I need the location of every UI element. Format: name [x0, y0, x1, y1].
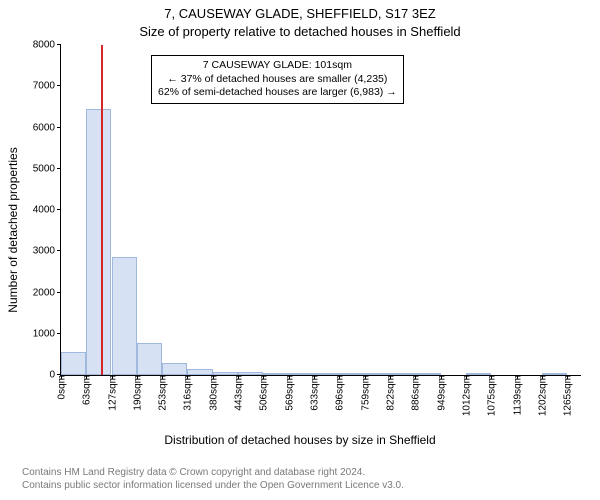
histogram-bar [61, 352, 86, 375]
xtick-label: 696sqm [333, 375, 346, 411]
xtick-label: 443sqm [232, 375, 245, 411]
footer-line: Contains HM Land Registry data © Crown c… [22, 466, 404, 479]
xtick-label: 190sqm [131, 375, 144, 411]
ytick-label: 2000 [15, 287, 61, 298]
annotation-line: ← 37% of detached houses are smaller (4,… [158, 73, 397, 87]
histogram-bar [86, 109, 111, 375]
xtick-label: 1012sqm [459, 375, 472, 416]
annotation-line: 62% of semi-detached houses are larger (… [158, 86, 397, 100]
ytick-label: 1000 [15, 328, 61, 339]
xtick-label: 633sqm [308, 375, 321, 411]
xtick-label: 569sqm [282, 375, 295, 411]
ytick-label: 6000 [15, 122, 61, 133]
xtick-label: 506sqm [257, 375, 270, 411]
footer-line: Contains public sector information licen… [22, 479, 404, 492]
ytick-label: 8000 [15, 40, 61, 51]
annotation-line: 7 CAUSEWAY GLADE: 101sqm [158, 59, 397, 73]
plot-area: 7 CAUSEWAY GLADE: 101sqm ← 37% of detach… [60, 45, 581, 376]
annotation-box: 7 CAUSEWAY GLADE: 101sqm ← 37% of detach… [151, 55, 404, 104]
marker-line [101, 45, 103, 375]
chart-container: 7, CAUSEWAY GLADE, SHEFFIELD, S17 3EZ Si… [0, 0, 600, 500]
xtick-label: 0sqm [55, 375, 68, 399]
xtick-label: 380sqm [207, 375, 220, 411]
chart-subtitle: Size of property relative to detached ho… [0, 24, 600, 39]
xtick-label: 1265sqm [561, 375, 574, 416]
xtick-label: 759sqm [358, 375, 371, 411]
ytick-label: 5000 [15, 163, 61, 174]
ytick-label: 4000 [15, 205, 61, 216]
xtick-label: 253sqm [156, 375, 169, 411]
xtick-label: 63sqm [80, 375, 93, 405]
xtick-label: 1139sqm [510, 375, 523, 415]
xtick-label: 127sqm [105, 375, 118, 411]
chart-title: 7, CAUSEWAY GLADE, SHEFFIELD, S17 3EZ [0, 6, 600, 21]
histogram-bar [137, 343, 162, 375]
histogram-bar [162, 363, 187, 375]
xtick-label: 949sqm [434, 375, 447, 411]
xtick-label: 1075sqm [485, 375, 498, 416]
xtick-label: 316sqm [181, 375, 194, 411]
xtick-label: 822sqm [383, 375, 396, 411]
xtick-label: 1202sqm [535, 375, 548, 416]
xtick-label: 886sqm [409, 375, 422, 411]
footer-attribution: Contains HM Land Registry data © Crown c… [22, 466, 404, 492]
ytick-label: 3000 [15, 246, 61, 257]
histogram-bar [112, 257, 137, 375]
ytick-label: 7000 [15, 81, 61, 92]
x-axis-label: Distribution of detached houses by size … [0, 433, 600, 447]
